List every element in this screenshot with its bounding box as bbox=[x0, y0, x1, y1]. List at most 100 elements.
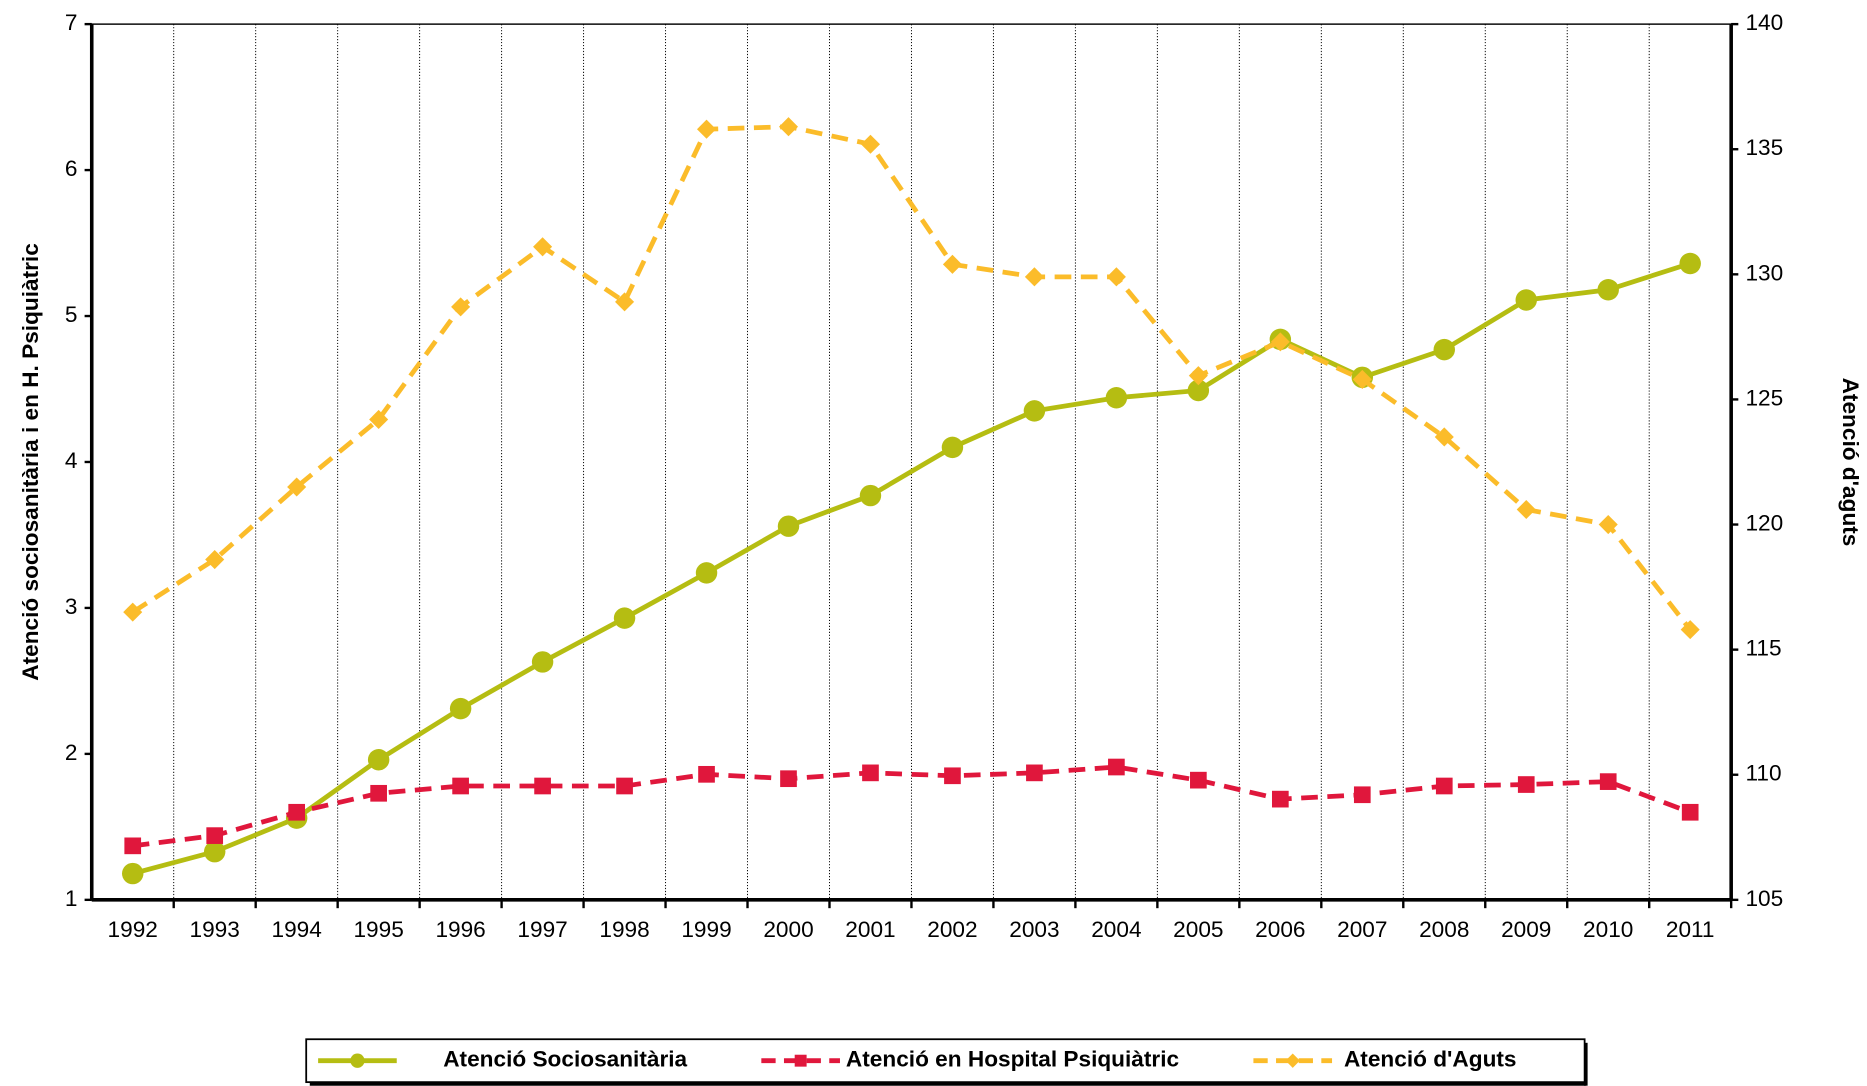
y2-tick-label: 125 bbox=[1745, 385, 1783, 410]
x-tick-label: 1992 bbox=[108, 917, 158, 942]
data-point bbox=[1434, 427, 1454, 447]
x-tick-label: 1996 bbox=[435, 917, 485, 942]
data-point bbox=[1023, 400, 1046, 422]
data-point bbox=[1433, 338, 1455, 361]
data-point bbox=[203, 840, 226, 863]
x-tick-label: 2009 bbox=[1501, 917, 1551, 942]
y2-tick-label: 120 bbox=[1745, 511, 1783, 536]
legend-label: Atenció d'Aguts bbox=[1344, 1047, 1517, 1072]
data-point bbox=[1516, 499, 1536, 520]
data-point bbox=[780, 770, 797, 788]
y2-tick-label: 135 bbox=[1745, 135, 1783, 160]
data-point bbox=[1515, 289, 1537, 311]
y-tick-label: 4 bbox=[65, 448, 78, 473]
y-tick-label: 1 bbox=[65, 886, 78, 911]
data-point bbox=[1026, 764, 1043, 782]
data-point bbox=[862, 764, 879, 782]
y-tick-label: 7 bbox=[65, 10, 78, 35]
data-point bbox=[1598, 515, 1618, 535]
data-point bbox=[1187, 379, 1210, 402]
x-tick-label: 2003 bbox=[1009, 917, 1059, 942]
x-tick-label: 2002 bbox=[927, 917, 977, 942]
data-point bbox=[1599, 773, 1617, 790]
legend-label: Atenció en Hospital Psiquiàtric bbox=[846, 1047, 1179, 1072]
x-tick-label: 2007 bbox=[1337, 917, 1387, 942]
data-point bbox=[942, 254, 962, 274]
x-tick-label: 2011 bbox=[1666, 917, 1715, 942]
x-tick-label: 2010 bbox=[1583, 917, 1633, 942]
legend-marker bbox=[350, 1053, 365, 1068]
data-point bbox=[859, 484, 882, 507]
data-point bbox=[941, 436, 964, 459]
x-tick-label: 2001 bbox=[845, 917, 895, 942]
data-point bbox=[1597, 279, 1619, 301]
data-point bbox=[777, 515, 800, 537]
data-point bbox=[1681, 803, 1699, 821]
data-point bbox=[288, 803, 306, 821]
series-line bbox=[132, 764, 1692, 849]
x-tick-label: 1999 bbox=[681, 917, 731, 942]
data-point bbox=[1188, 366, 1208, 386]
data-point bbox=[778, 117, 799, 137]
data-point bbox=[698, 765, 715, 783]
data-point bbox=[205, 550, 225, 570]
data-point bbox=[122, 862, 144, 885]
data-point bbox=[615, 292, 635, 312]
data-point bbox=[1517, 776, 1535, 793]
y-tick-label: 5 bbox=[65, 302, 78, 327]
data-point bbox=[533, 237, 553, 257]
data-point bbox=[944, 767, 961, 785]
data-point bbox=[616, 777, 633, 795]
data-point bbox=[1270, 332, 1290, 352]
x-tick-label: 1995 bbox=[353, 917, 403, 942]
data-point bbox=[1271, 790, 1289, 808]
y2-tick-label: 105 bbox=[1745, 886, 1783, 911]
data-point bbox=[1680, 620, 1700, 640]
data-point bbox=[695, 562, 718, 584]
data-point bbox=[369, 409, 389, 429]
data-point bbox=[1108, 758, 1125, 776]
y2-tick-label: 140 bbox=[1745, 10, 1783, 35]
x-tick-label: 1993 bbox=[190, 917, 240, 942]
x-tick-label: 2006 bbox=[1255, 917, 1305, 942]
data-point bbox=[1106, 267, 1126, 287]
data-point bbox=[1679, 252, 1701, 275]
legend-marker bbox=[1285, 1053, 1300, 1068]
x-tick-label: 2000 bbox=[763, 917, 813, 942]
x-tick-label: 1997 bbox=[517, 917, 567, 942]
data-point bbox=[449, 697, 472, 720]
data-point bbox=[1024, 267, 1044, 287]
y2-tick-label: 110 bbox=[1745, 761, 1781, 786]
y-tick-label: 6 bbox=[65, 156, 78, 181]
legend-marker bbox=[794, 1054, 807, 1067]
y2-axis-title: Atenció d'aguts bbox=[1838, 378, 1863, 547]
data-point bbox=[1353, 786, 1371, 804]
data-point bbox=[206, 827, 224, 844]
y-tick-label: 2 bbox=[65, 740, 78, 765]
x-tick-label: 2008 bbox=[1419, 917, 1469, 942]
data-point bbox=[534, 777, 551, 795]
data-point bbox=[1435, 777, 1453, 795]
series-line bbox=[132, 261, 1691, 876]
legend-box bbox=[305, 1038, 1586, 1084]
legend-label: Atenció Sociosanitària bbox=[443, 1047, 687, 1072]
x-tick-label: 2005 bbox=[1173, 917, 1223, 942]
data-point bbox=[860, 134, 881, 154]
y-axis-title: Atenció sociosanitària i en H. Psiquiàtr… bbox=[18, 243, 43, 681]
data-point bbox=[1190, 771, 1207, 789]
data-point bbox=[696, 119, 717, 139]
data-point bbox=[367, 749, 390, 771]
data-point bbox=[531, 651, 554, 673]
data-point bbox=[613, 607, 636, 629]
x-tick-label: 2004 bbox=[1091, 917, 1141, 942]
x-tick-label: 1994 bbox=[271, 917, 321, 942]
data-point bbox=[124, 837, 142, 855]
data-point bbox=[370, 784, 387, 802]
y-tick-label: 3 bbox=[65, 594, 78, 619]
x-tick-label: 1998 bbox=[599, 917, 649, 942]
y2-tick-label: 130 bbox=[1745, 260, 1783, 285]
series-line bbox=[131, 124, 1693, 632]
y2-tick-label: 115 bbox=[1745, 636, 1781, 661]
data-point bbox=[452, 777, 469, 795]
